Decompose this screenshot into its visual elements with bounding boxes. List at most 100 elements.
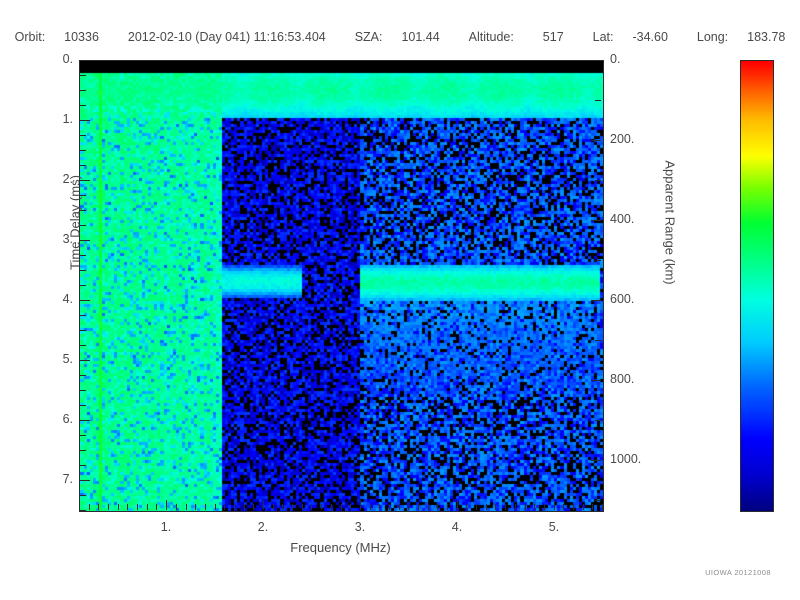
axis-tick xyxy=(156,504,157,510)
axis-tick xyxy=(595,420,601,421)
axis-tick xyxy=(79,504,80,510)
axis-tick xyxy=(602,504,603,510)
axis-tick xyxy=(263,500,264,510)
axis-tick xyxy=(80,405,86,406)
axis-tick xyxy=(80,90,86,91)
axis-tick xyxy=(80,315,86,316)
axis-tick xyxy=(205,504,206,510)
axis-tick xyxy=(595,260,601,261)
axis-tick xyxy=(80,285,86,286)
y-tick-label-left: 0. xyxy=(62,52,73,66)
axis-tick xyxy=(350,504,351,510)
axis-tick xyxy=(215,504,216,510)
y-axis-left-title: Time Delay (ms) xyxy=(67,175,83,270)
axis-tick xyxy=(80,360,90,361)
axis-tick xyxy=(80,480,90,481)
axis-tick xyxy=(80,375,86,376)
axis-tick xyxy=(476,504,477,510)
axis-tick xyxy=(591,60,601,61)
axis-tick xyxy=(495,504,496,510)
axis-tick xyxy=(370,504,371,510)
axis-tick xyxy=(341,504,342,510)
axis-tick xyxy=(80,150,86,151)
axis-tick xyxy=(554,500,555,510)
axis-tick xyxy=(311,504,312,510)
axis-tick xyxy=(595,500,601,501)
observation-datetime: 2012-02-10 (Day 041) 11:16:53.404 xyxy=(127,30,326,44)
axis-tick xyxy=(591,140,601,141)
ionogram-plot-area xyxy=(79,60,604,512)
axis-tick xyxy=(80,495,86,496)
axis-tick xyxy=(389,504,390,510)
axis-tick xyxy=(595,180,601,181)
axis-tick xyxy=(591,300,601,301)
axis-tick xyxy=(176,504,177,510)
x-tick-label: 3. xyxy=(354,520,366,534)
axis-tick xyxy=(80,180,90,181)
y-tick-label-left: 7. xyxy=(62,472,73,486)
axis-tick xyxy=(80,510,86,511)
axis-tick xyxy=(595,100,601,101)
y-tick-label-right: 800. xyxy=(610,372,635,386)
y-tick-label-right: 0. xyxy=(610,52,621,66)
y-tick-label-right: 400. xyxy=(610,212,635,226)
axis-tick xyxy=(80,330,86,331)
axis-tick xyxy=(80,450,86,451)
x-tick-label: 4. xyxy=(451,520,463,534)
axis-tick xyxy=(428,504,429,510)
sza-label: SZA: xyxy=(354,30,383,44)
lat-label: Lat: xyxy=(592,30,614,44)
ionogram-heatmap xyxy=(80,61,603,511)
axis-tick xyxy=(457,500,458,510)
axis-tick xyxy=(80,225,86,226)
axis-tick xyxy=(591,460,601,461)
axis-tick xyxy=(466,504,467,510)
altitude-value: 517 xyxy=(542,30,564,44)
axis-tick xyxy=(534,504,535,510)
y-tick-label-left: 2. xyxy=(62,172,73,186)
y-tick-label-left: 5. xyxy=(62,352,73,366)
axis-tick xyxy=(80,195,86,196)
axis-tick xyxy=(486,504,487,510)
axis-tick xyxy=(80,345,86,346)
y-tick-label-left: 1. xyxy=(62,112,73,126)
x-tick-label: 1. xyxy=(160,520,172,534)
axis-tick xyxy=(118,504,119,510)
axis-tick xyxy=(292,504,293,510)
axis-tick xyxy=(331,504,332,510)
altitude-label: Altitude: xyxy=(468,30,514,44)
axis-tick xyxy=(379,504,380,510)
y-tick-label-left: 4. xyxy=(62,292,73,306)
axis-tick xyxy=(244,504,245,510)
axis-tick xyxy=(80,240,90,241)
axis-tick xyxy=(399,504,400,510)
long-value: 183.78 xyxy=(747,30,786,44)
axis-tick xyxy=(273,504,274,510)
axis-tick xyxy=(80,390,86,391)
axis-tick xyxy=(186,504,187,510)
axis-tick xyxy=(80,165,86,166)
header-metadata: Orbit: 10336 2012-02-10 (Day 041) 11:16:… xyxy=(0,30,800,44)
orbit-value: 10336 xyxy=(64,30,99,44)
axis-tick xyxy=(166,500,167,510)
axis-tick xyxy=(80,300,90,301)
credit-footer: UIOWA 20121008 xyxy=(705,568,771,577)
axis-tick xyxy=(80,120,90,121)
sza-value: 101.44 xyxy=(401,30,440,44)
x-tick-label: 2. xyxy=(257,520,269,534)
axis-tick xyxy=(447,504,448,510)
y-tick-label-right: 1000. xyxy=(610,452,642,466)
axis-tick xyxy=(592,504,593,510)
axis-tick xyxy=(127,504,128,510)
axis-tick xyxy=(573,504,574,510)
y-axis-right-title: Apparent Range (km) xyxy=(662,160,678,285)
axis-tick xyxy=(80,465,86,466)
axis-tick xyxy=(108,504,109,510)
axis-tick xyxy=(147,504,148,510)
axis-tick xyxy=(80,435,86,436)
axis-tick xyxy=(515,504,516,510)
x-tick-label: 5. xyxy=(548,520,560,534)
axis-tick xyxy=(418,504,419,510)
axis-tick xyxy=(80,105,86,106)
y-tick-label-left: 6. xyxy=(62,412,73,426)
